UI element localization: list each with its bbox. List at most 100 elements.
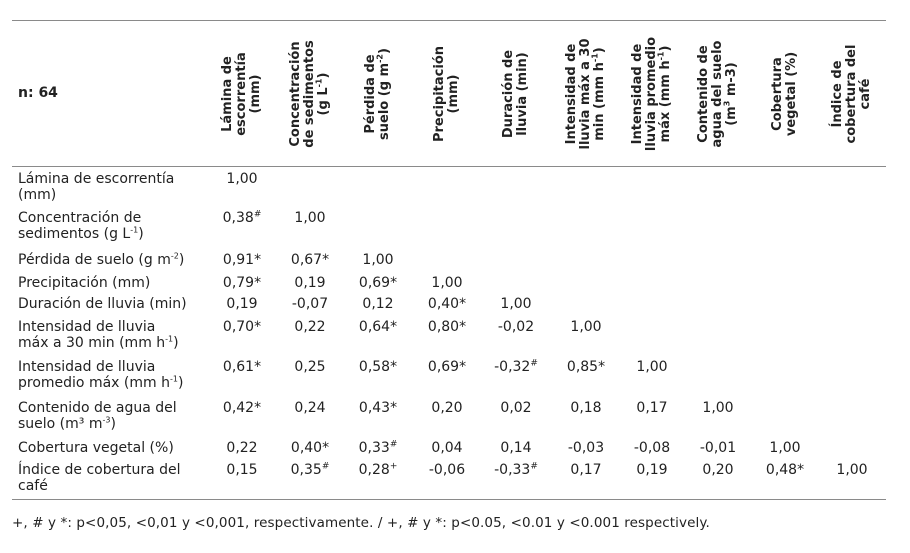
column-header-label: Cobertura vegetal (%): [770, 51, 799, 137]
superscript: -1: [169, 374, 178, 384]
column-header-text: Lámina de escorrentía (mm): [207, 30, 277, 158]
table-cell: 0,58*: [358, 359, 398, 375]
table-cell: 0,33#: [358, 439, 398, 456]
significance-mark: #: [530, 461, 538, 472]
table-cell: -0,03: [567, 440, 605, 456]
table-cell: 0,20: [702, 462, 734, 478]
column-header-text: Pérdida de suelo (g m-2): [343, 30, 413, 158]
table-cell: 0,28+: [358, 461, 398, 478]
column-header-label: Índice de cobertura del café: [830, 44, 873, 144]
table-cell: 0,04: [431, 440, 463, 456]
column-header: Cobertura vegetal (%): [750, 30, 820, 158]
row-label: Intensidad de lluvia promedio máx (mm h-…: [18, 359, 184, 391]
significance-mark: #: [530, 358, 538, 369]
table-cell: 0,02: [500, 400, 532, 416]
column-header-label: Precipitación (mm): [432, 46, 461, 143]
table-cell: 0,17: [636, 400, 668, 416]
significance-mark: #: [389, 439, 398, 450]
column-header-text: Precipitación (mm): [412, 30, 482, 158]
column-header: Concentración de sedimentos (g L-1): [275, 30, 345, 158]
sample-size-label: n: 64: [18, 85, 58, 101]
table-cell: -0,08: [633, 440, 671, 456]
table-cell: 0,40*: [290, 440, 330, 456]
table-cell: -0,32#: [494, 358, 538, 375]
table-cell: 1,00: [294, 210, 326, 226]
column-header-text: Índice de cobertura del café: [817, 30, 887, 158]
header-rule: [12, 166, 886, 167]
table-cell: 1,00: [431, 275, 463, 291]
table-cell: 0,67*: [290, 252, 330, 268]
table-cell: 0,61*: [222, 359, 262, 375]
top-rule: [12, 20, 886, 21]
table-cell: 0,79*: [222, 275, 262, 291]
superscript: -1: [590, 53, 600, 63]
table-cell: -0,33#: [494, 461, 538, 478]
table-cell: 0,38#: [222, 209, 262, 226]
column-header-text: Duración de lluvia (min): [481, 30, 551, 158]
table-cell: 0,70*: [222, 319, 262, 335]
table-cell: -0,01: [699, 440, 737, 456]
column-header: Pérdida de suelo (g m-2): [343, 30, 413, 158]
column-header-text: Contenido de agua del suelo (m3 m-3): [683, 30, 753, 158]
table-cell: 0,69*: [427, 359, 467, 375]
table-cell: 0,91*: [222, 252, 262, 268]
significance-mark: #: [253, 209, 262, 220]
table-cell: 0,25: [294, 359, 326, 375]
table-cell: 0,19: [636, 462, 668, 478]
table-cell: 1,00: [570, 319, 602, 335]
table-cell: 0,12: [362, 296, 394, 312]
table-cell: -0,02: [497, 319, 535, 335]
table-cell: 0,15: [226, 462, 258, 478]
row-label: Duración de lluvia (min): [18, 296, 187, 312]
table-cell: 1,00: [836, 462, 868, 478]
column-header: Precipitación (mm): [412, 30, 482, 158]
table-cell: 0,69*: [358, 275, 398, 291]
table-cell: 0,19: [226, 296, 258, 312]
superscript: -2: [375, 54, 385, 63]
table-cell: 1,00: [769, 440, 801, 456]
column-header: Intensidad de lluvia promedio máx (mm h-…: [617, 30, 687, 158]
column-header-text: Cobertura vegetal (%): [750, 30, 820, 158]
superscript: -1: [314, 78, 324, 88]
table-cell: 0,48*: [765, 462, 805, 478]
superscript: -3: [102, 415, 111, 425]
superscript: -2: [170, 251, 179, 261]
table-cell: 1,00: [362, 252, 394, 268]
table-cell: 0,43*: [358, 400, 398, 416]
table-cell: 1,00: [226, 171, 258, 187]
row-label: Precipitación (mm): [18, 275, 151, 291]
column-header-label: Concentración de sedimentos (g L-1): [288, 40, 331, 148]
superscript: -1: [656, 51, 666, 61]
table-cell: 0,64*: [358, 319, 398, 335]
table-cell: -0,07: [291, 296, 329, 312]
row-label: Contenido de agua del suelo (m³ m-3): [18, 400, 177, 432]
table-cell: 0,14: [500, 440, 532, 456]
table-cell: 0,22: [294, 319, 326, 335]
table-cell: 0,35#: [290, 461, 330, 478]
table-cell: 0,19: [294, 275, 326, 291]
column-header: Lámina de escorrentía (mm): [207, 30, 277, 158]
table-cell: 1,00: [702, 400, 734, 416]
column-header-text: Intensidad de lluvia máx a 30 min (mm h-…: [551, 30, 621, 158]
table-cell: 0,17: [570, 462, 602, 478]
column-header-text: Intensidad de lluvia promedio máx (mm h-…: [617, 30, 687, 158]
column-header-label: Lámina de escorrentía (mm): [220, 52, 263, 136]
bottom-rule: [12, 499, 886, 500]
table-cell: 0,24: [294, 400, 326, 416]
column-header: Índice de cobertura del café: [817, 30, 887, 158]
table-cell: -0,06: [428, 462, 466, 478]
superscript: -1: [130, 225, 139, 235]
table-cell: 0,42*: [222, 400, 262, 416]
row-label: Cobertura vegetal (%): [18, 440, 174, 456]
table-cell: 0,18: [570, 400, 602, 416]
table-cell: 0,80*: [427, 319, 467, 335]
significance-mark: +: [389, 461, 398, 472]
column-header-text: Concentración de sedimentos (g L-1): [275, 30, 345, 158]
column-header: Duración de lluvia (min): [481, 30, 551, 158]
column-header-label: Intensidad de lluvia máx a 30 min (mm h-…: [564, 38, 607, 150]
table-cell: 1,00: [636, 359, 668, 375]
column-header: Intensidad de lluvia máx a 30 min (mm h-…: [551, 30, 621, 158]
column-header-label: Contenido de agua del suelo (m3 m-3): [696, 40, 739, 148]
superscript: 3: [722, 100, 732, 107]
row-label: Concentración de sedimentos (g L-1): [18, 210, 144, 242]
